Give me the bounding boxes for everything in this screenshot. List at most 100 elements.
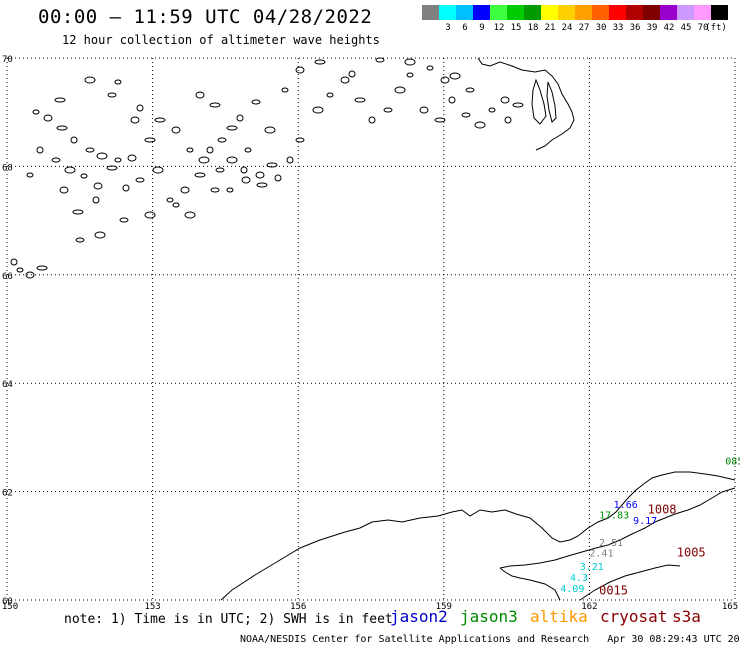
island-outline [264,126,276,134]
scale-label: 6 [462,23,468,33]
island-outline [255,171,265,179]
island-outline [85,147,95,153]
island-outline [144,211,156,219]
island-outline [64,166,76,174]
scale-swatch [541,5,558,20]
island-outline [194,172,206,178]
longitude-tick-label: 165 [722,602,738,612]
island-outline [266,162,278,168]
scale-swatch [490,5,507,20]
latitude-tick-label: 70 [2,55,13,65]
scale-swatch [643,5,660,20]
island-outline [531,78,547,125]
legend-jason2: jason2 [390,607,448,626]
scale-label: 45 [680,23,692,33]
island-outline [172,202,180,208]
island-outline [314,59,326,65]
island-outline [114,79,122,85]
wave-height-label: 085 [725,457,740,468]
island-outline [136,104,144,112]
scale-label: 9 [479,23,485,33]
island-outline [184,211,196,219]
longitude-tick-label: 156 [290,602,306,612]
island-outline [106,165,118,171]
longitude-tick-label: 162 [581,602,597,612]
island-outline [135,177,145,183]
latitude-tick-label: 66 [2,272,13,282]
island-outline [51,157,61,163]
wave-height-label: 2.41 [589,549,613,560]
island-outline [43,114,53,122]
island-outline [326,92,334,98]
island-outline [461,112,471,118]
latitude-tick-label: 68 [2,163,13,173]
island-outline [512,102,524,108]
island-outline [474,121,486,129]
island-outline [217,137,227,143]
island-outline [10,258,18,266]
scale-label: 27 [578,23,590,33]
island-outline [198,156,210,164]
island-outline [368,116,376,124]
island-outline [274,174,282,182]
scale-label: 36 [629,23,641,33]
longitude-tick-label: 153 [144,602,160,612]
island-outline [75,237,85,243]
wave-height-label: 2.51 [599,538,623,549]
scale-label: 33 [612,23,624,33]
scale-label: 15 [510,23,522,33]
scale-swatch [660,5,677,20]
scale-label: 42 [663,23,675,33]
island-outline [36,146,44,154]
wave-height-label: 4.3 [570,573,588,584]
island-outline [281,87,289,93]
footnote: note: 1) Time is in UTC; 2) SWH is in fe… [64,612,393,627]
scale-label: 30 [595,23,607,33]
scale-swatch [592,5,609,20]
wave-height-label: 17.83 [599,511,629,522]
island-outline [180,186,190,194]
wave-height-label: 1005 [677,546,706,560]
island-outline [92,196,100,204]
scale-label: 3 [445,23,451,33]
island-outline [546,81,557,123]
island-outline [295,137,305,143]
scale-swatch [422,5,439,20]
scale-swatch [694,5,711,20]
island-outline [119,217,129,223]
island-outline [240,166,248,174]
latitude-tick-label: 60 [2,597,13,607]
island-outline [166,197,174,203]
island-outline [186,147,194,153]
island-outline [56,125,68,131]
wave-height-label: 9.17 [633,516,657,527]
wave-height-labels: 085 1.66 1008 17.83 9.17 2.512.41 1005 3.214.34… [560,457,740,598]
island-outline [286,156,294,164]
scale-unit: (ft) [705,23,727,33]
legend-jason3: jason3 [460,607,518,626]
scale-swatch [473,5,490,20]
island-outline [72,209,84,215]
island-outline [236,114,244,122]
scale-label: 70 [697,23,709,33]
island-outline [59,186,69,194]
island-outline [465,87,475,93]
island-outline [295,66,305,74]
legend-s3a: s3a [672,607,701,626]
scale-swatch [456,5,473,20]
island-outline [94,231,106,239]
coastline-south [579,564,681,601]
island-outline [210,187,220,193]
latitude-tick-label: 64 [2,380,13,390]
island-outline [70,136,78,144]
longitude-tick-label: 159 [436,602,452,612]
island-outline [440,76,450,84]
coastline-arctic [477,57,575,151]
island-outline [348,70,356,78]
island-outline [375,57,385,63]
scale-swatch [575,5,592,20]
scale-label: 18 [527,23,539,33]
wave-height-label: 4.09 [560,584,584,595]
scale-swatch [507,5,524,20]
